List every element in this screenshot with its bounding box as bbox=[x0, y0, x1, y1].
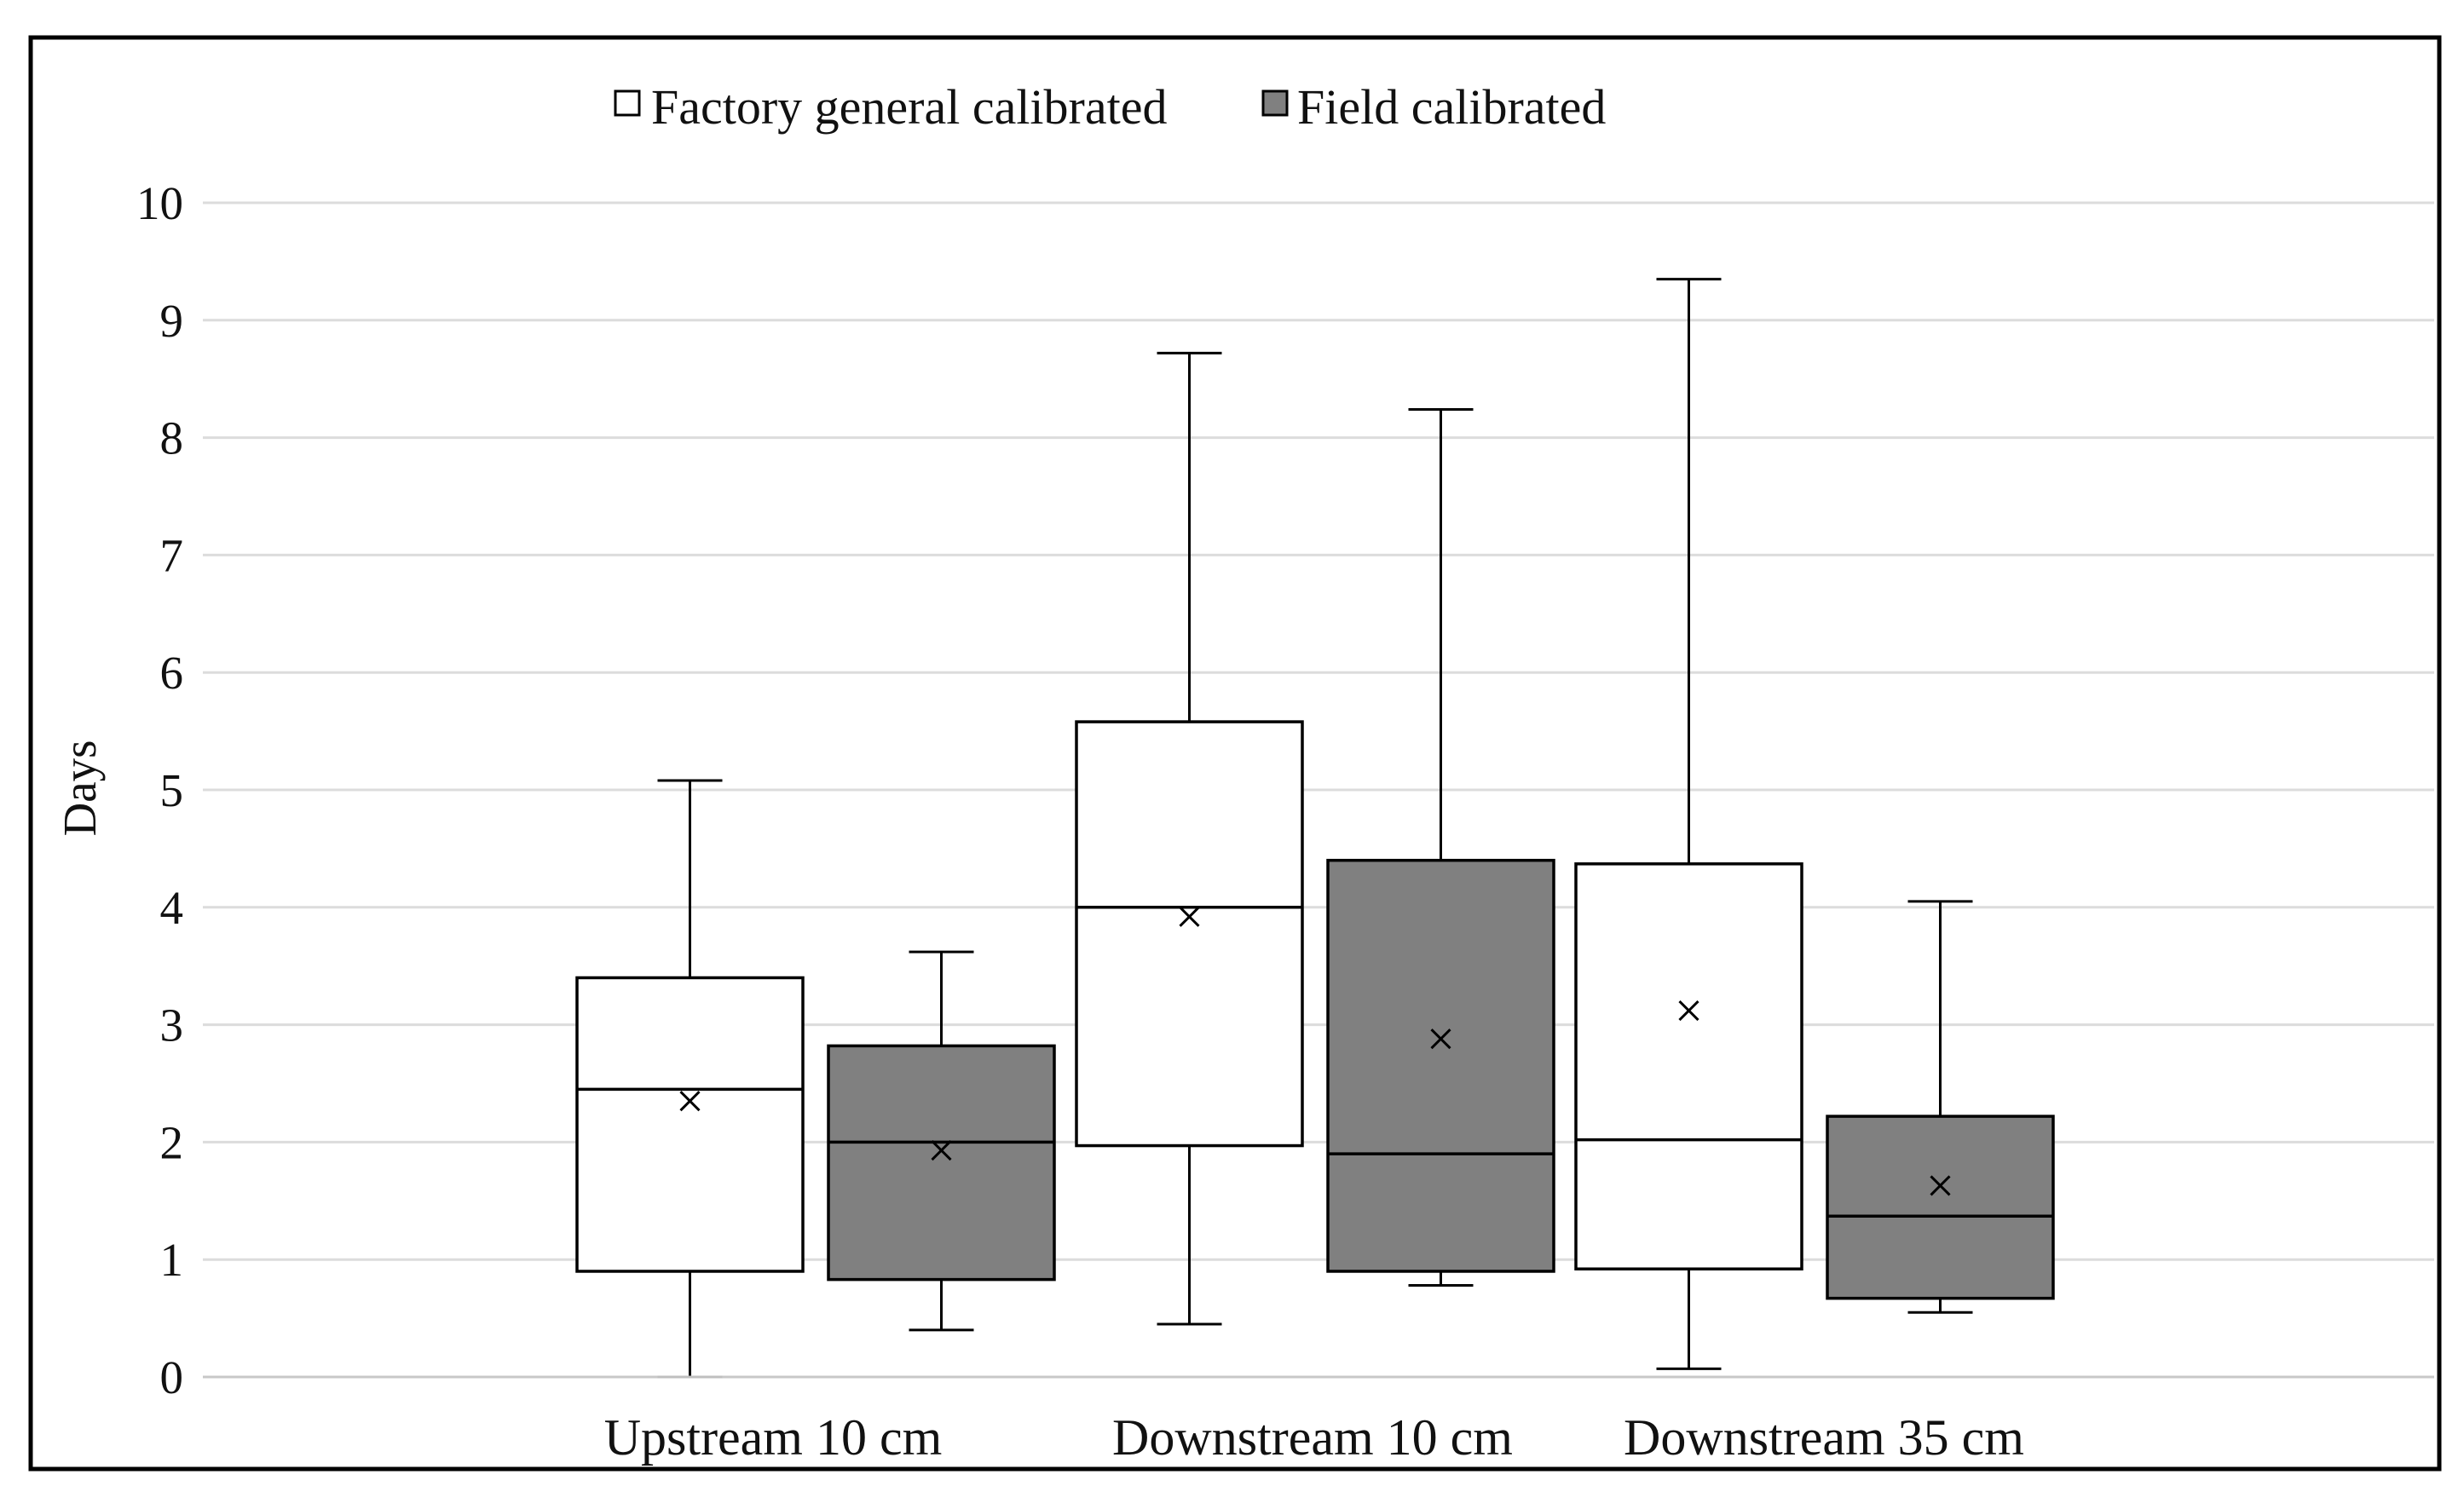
box-field-2 bbox=[1826, 900, 2055, 1314]
mean-marker bbox=[1930, 1175, 1951, 1196]
box-iqr bbox=[1326, 858, 1555, 1273]
x-axis: Upstream 10 cm Downstream 10 cm Downstream… bbox=[604, 1409, 2024, 1466]
y-tick-label: 1 bbox=[160, 1234, 184, 1286]
box-field-0 bbox=[827, 950, 1056, 1332]
x-category-label: Upstream 10 cm bbox=[604, 1409, 943, 1466]
mean-marker bbox=[1678, 999, 1699, 1022]
box-iqr bbox=[827, 1044, 1056, 1282]
box-factory-1 bbox=[1075, 351, 1304, 1326]
mean-marker bbox=[679, 1091, 701, 1112]
mean-marker bbox=[931, 1139, 952, 1161]
box-iqr bbox=[1574, 862, 1803, 1270]
legend-swatch-factory bbox=[614, 89, 641, 117]
y-tick-label: 8 bbox=[160, 412, 184, 464]
y-tick-label: 4 bbox=[160, 882, 184, 934]
y-tick-label: 0 bbox=[160, 1351, 184, 1403]
y-axis: 0 1 2 3 4 5 6 7 8 9 10 bbox=[136, 177, 183, 1403]
legend-swatch-field bbox=[1261, 89, 1289, 117]
box-factory-0 bbox=[575, 779, 805, 1379]
mean-marker bbox=[1430, 1028, 1451, 1050]
box-iqr bbox=[1075, 720, 1304, 1148]
y-axis-title: Days bbox=[54, 740, 106, 836]
y-tick-label: 9 bbox=[160, 295, 184, 347]
mean-marker bbox=[1179, 906, 1200, 927]
y-tick-label: 7 bbox=[160, 529, 184, 581]
gridlines bbox=[203, 201, 2434, 1379]
y-tick-label: 3 bbox=[160, 999, 184, 1051]
x-category-label: Downstream 10 cm bbox=[1112, 1409, 1513, 1466]
y-tick-label: 2 bbox=[160, 1116, 184, 1168]
box-iqr bbox=[1826, 1115, 2055, 1300]
legend-label-field: Field calibrated bbox=[1297, 79, 1606, 135]
box-field-1 bbox=[1326, 408, 1555, 1287]
legend: Factory general calibrated Field calibrat… bbox=[614, 79, 1606, 135]
y-tick-label: 6 bbox=[160, 647, 184, 699]
y-tick-label: 10 bbox=[136, 177, 183, 229]
x-category-label: Downstream 35 cm bbox=[1624, 1409, 2024, 1466]
box-factory-2 bbox=[1574, 278, 1803, 1370]
y-tick-label: 5 bbox=[160, 764, 184, 816]
box-iqr bbox=[575, 976, 805, 1273]
boxes bbox=[575, 278, 2055, 1379]
legend-label-factory: Factory general calibrated bbox=[651, 79, 1167, 135]
